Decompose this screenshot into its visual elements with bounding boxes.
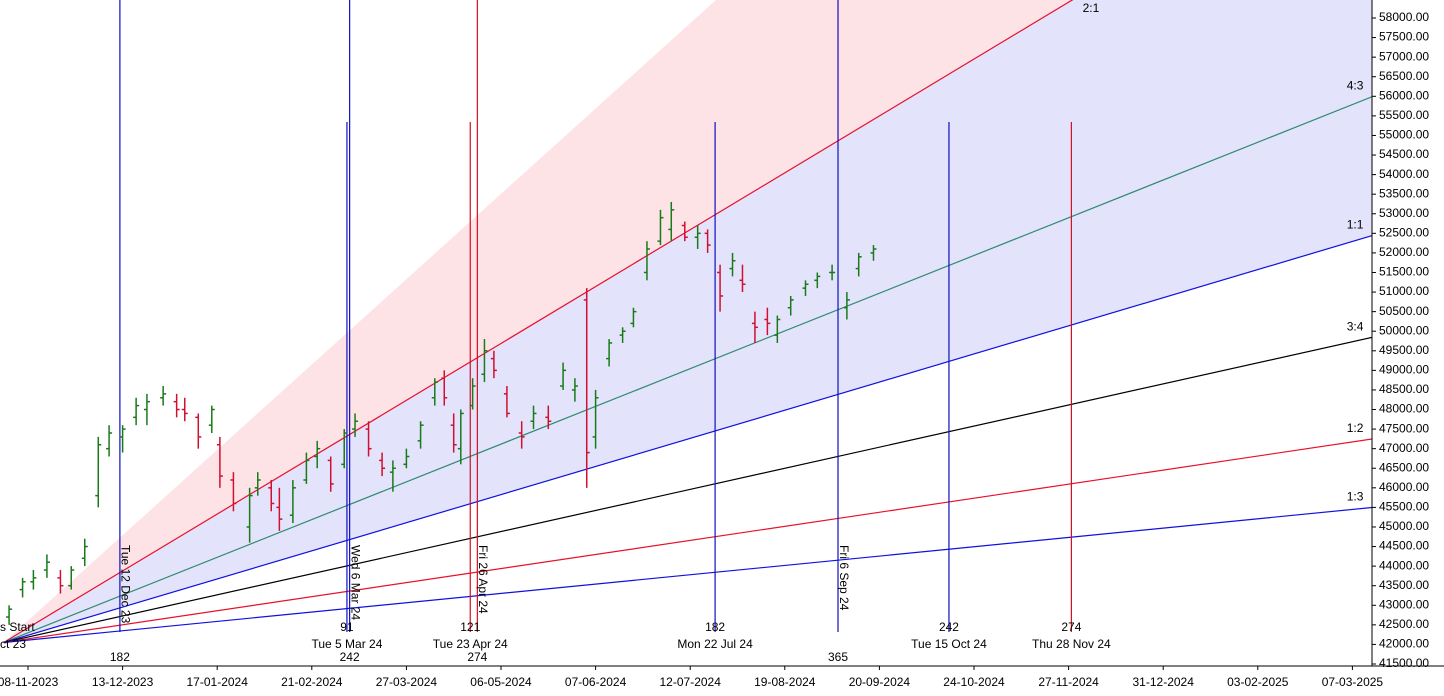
y-tick-label: 49000.00 [1379,363,1429,377]
fan-origin-date: ct 23 [0,637,26,651]
cycle-date-label: Wed 6 Mar 24 [348,545,362,620]
cycle-date-label: Fri 26 Apr 24 [476,545,490,614]
y-tick-label: 42500.00 [1379,617,1429,631]
cycle-date-label: Fri 6 Sep 24 [837,545,851,611]
y-tick-label: 52500.00 [1379,226,1429,240]
cycle-count: 365 [828,650,848,664]
y-tick-label: 48500.00 [1379,382,1429,396]
y-tick-label: 53000.00 [1379,206,1429,220]
fan-shade [3,0,1372,643]
y-tick-label: 56500.00 [1379,69,1429,83]
plot-area [3,0,1372,644]
y-tick-label: 43000.00 [1379,597,1429,611]
y-tick-label: 44500.00 [1379,539,1429,553]
cycle-date-label: Tue 12 Dec 23 [119,545,133,624]
cycle-date-label: Tue 15 Oct 24 [911,637,987,651]
x-tick-label: 13-12-2023 [92,675,154,689]
y-tick-label: 46500.00 [1379,460,1429,474]
cycle-count: 242 [340,650,360,664]
y-tick-label: 55000.00 [1379,128,1429,142]
fan-label: 2:1 [1083,1,1100,15]
y-tick-label: 44000.00 [1379,558,1429,572]
y-tick-label: 45500.00 [1379,500,1429,514]
y-tick-label: 46000.00 [1379,480,1429,494]
cycle-count: 242 [939,620,959,634]
y-tick-label: 50000.00 [1379,323,1429,337]
x-tick-label: 27-03-2024 [376,675,438,689]
x-tick-label: 07-03-2025 [1322,675,1384,689]
cycle-date-label: Tue 5 Mar 24 [311,637,382,651]
cycle-date-label: Mon 22 Jul 24 [677,637,753,651]
x-tick-label: 24-10-2024 [943,675,1005,689]
y-tick-label: 54000.00 [1379,167,1429,181]
x-tick-label: 19-08-2024 [754,675,816,689]
fan-line [3,336,1372,644]
x-tick-label: 21-02-2024 [281,675,343,689]
cycle-count: 91 [340,620,354,634]
y-tick-label: 42000.00 [1379,637,1429,651]
y-tick-label: 45000.00 [1379,519,1429,533]
x-tick-label: 27-11-2024 [1038,675,1099,689]
y-tick-label: 57000.00 [1379,49,1429,63]
x-tick-label: 08-11-2023 [0,675,59,689]
x-tick-label: 20-09-2024 [849,675,911,689]
x-tick-label: 17-01-2024 [187,675,249,689]
y-tick-label: 48000.00 [1379,402,1429,416]
fan-label: 1:2 [1347,421,1364,435]
x-tick-label: 03-02-2025 [1227,675,1289,689]
fan-line [3,438,1372,644]
cycle-count: 274 [467,650,487,664]
y-tick-label: 54500.00 [1379,147,1429,161]
fan-label: 1:3 [1347,490,1364,504]
cycle-count: 274 [1061,620,1081,634]
cycle-count: 182 [705,620,725,634]
y-tick-label: 53500.00 [1379,186,1429,200]
fan-line [3,0,1074,643]
y-tick-label: 55500.00 [1379,108,1429,122]
y-tick-label: 52000.00 [1379,245,1429,259]
x-tick-label: 12-07-2024 [660,675,722,689]
cycle-count: 121 [460,620,480,634]
x-tick-label: 06-05-2024 [470,675,532,689]
cycle-date-label: Thu 28 Nov 24 [1032,637,1111,651]
y-tick-label: 57500.00 [1379,30,1429,44]
fan-line [3,96,1372,644]
y-tick-label: 58000.00 [1379,10,1429,24]
axes: 41500.00 42000.00 42500.00 43000.00 43500.00… [0,1,1429,689]
y-tick-label: 56000.00 [1379,88,1429,102]
y-tick-label: 49500.00 [1379,343,1429,357]
y-tick-label: 41500.00 [1379,656,1429,670]
y-tick-label: 47000.00 [1379,441,1429,455]
y-tick-label: 51500.00 [1379,265,1429,279]
y-tick-label: 43500.00 [1379,578,1429,592]
x-tick-label: 07-06-2024 [565,675,627,689]
cycle-count: 182 [110,650,130,664]
cycle-date-label: Tue 23 Apr 24 [433,637,508,651]
fan-label: 3:4 [1347,319,1364,333]
fan-label: 1:1 [1347,217,1364,231]
fan-line [3,506,1372,644]
fan-line [3,234,1372,644]
x-tick-label: 31-12-2024 [1133,675,1195,689]
y-tick-label: 51000.00 [1379,284,1429,298]
fan-origin-label: s Start [0,620,35,634]
y-tick-label: 50500.00 [1379,304,1429,318]
fan-label: 4:3 [1347,78,1364,92]
y-tick-label: 47500.00 [1379,421,1429,435]
